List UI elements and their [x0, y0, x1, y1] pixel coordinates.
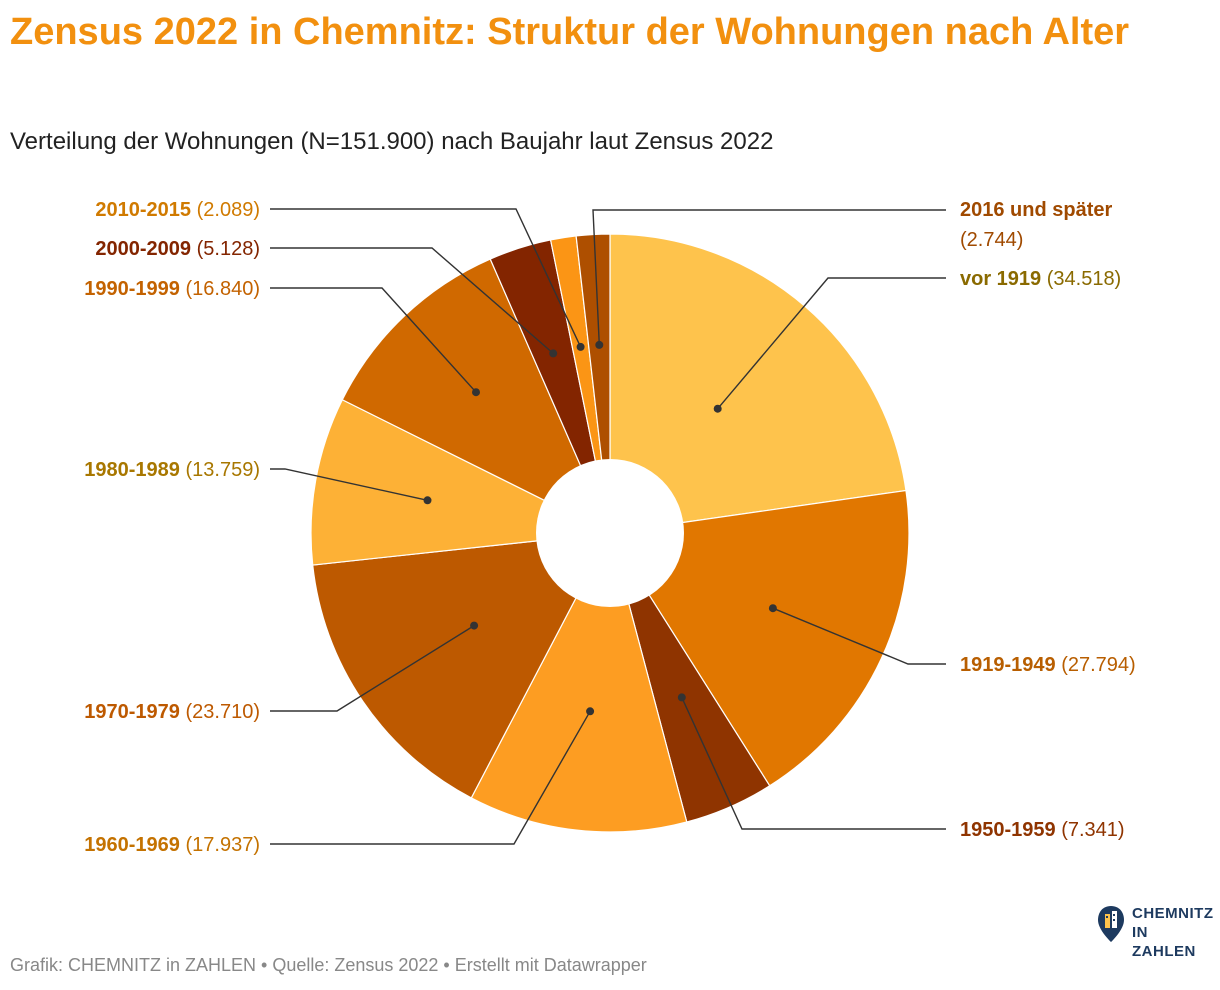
leader-dot-2016-und-sp-ter	[595, 340, 604, 349]
leader-dot-1990-1999	[472, 388, 480, 397]
brand-logo: CHEMNITZ IN ZAHLEN	[1096, 904, 1216, 960]
logo-line-1: CHEMNITZ	[1132, 905, 1214, 922]
leader-dot-vor-1919	[713, 404, 722, 413]
slice-1919-1949[interactable]	[608, 489, 910, 787]
label-category: vor 1919	[960, 268, 1041, 290]
label-value: (34.518)	[1041, 268, 1121, 290]
label-category: 1970-1979	[84, 701, 180, 723]
label-category: 1919-1949	[960, 654, 1056, 676]
leader-dot-2010-2015	[576, 342, 585, 351]
slice-2016-und-sp-ter[interactable]	[575, 233, 611, 534]
label-1960-1969: 1960-1969 (17.937)	[84, 834, 260, 856]
label-value: (2.089)	[191, 199, 260, 221]
leader-dot-1980-1989	[423, 496, 432, 505]
leader-line-vor-1919	[717, 277, 946, 410]
leader-dot-1950-1959	[677, 693, 686, 702]
leader-line-1919-1949	[772, 607, 946, 665]
label-1919-1949: 1919-1949 (27.794)	[960, 654, 1136, 676]
leader-dot-1960-1969	[586, 707, 595, 716]
source-footer: Grafik: CHEMNITZ in ZAHLEN • Quelle: Zen…	[10, 955, 647, 975]
label-value: (5.128)	[191, 238, 260, 260]
label-value: (17.937)	[180, 834, 260, 856]
label-category: 2016 und später	[960, 199, 1113, 221]
label-category: 2010-2015	[95, 199, 191, 221]
leader-line-2016-und-sp-ter	[592, 209, 946, 345]
chart-title: Zensus 2022 in Chemnitz: Struktur der Wo…	[10, 11, 1130, 53]
label-category: 2000-2009	[95, 238, 191, 260]
label-1980-1989: 1980-1989 (13.759)	[84, 459, 260, 481]
label-value: (23.710)	[180, 701, 260, 723]
label-category: 1950-1959	[960, 819, 1056, 841]
slice-1960-1969[interactable]	[470, 531, 688, 833]
logo-line-2: IN ZAHLEN	[1132, 924, 1196, 960]
label-1990-1999: 1990-1999 (16.840)	[84, 278, 260, 300]
leader-line-1970-1979	[270, 625, 475, 712]
leader-line-1960-1969	[270, 710, 591, 845]
leader-dot-2000-2009	[549, 349, 558, 358]
leader-dot-1970-1979	[470, 621, 479, 630]
building-pin-icon	[1098, 906, 1124, 942]
label-1970-1979: 1970-1979 (23.710)	[84, 701, 260, 723]
slice-1980-1989[interactable]	[310, 398, 613, 566]
leader-dot-1919-1949	[768, 604, 777, 613]
label-category: 1980-1989	[84, 459, 180, 481]
leader-line-1980-1989	[270, 468, 428, 501]
slice-1970-1979[interactable]	[312, 532, 612, 799]
label-2010-2015: 2010-2015 (2.089)	[95, 199, 260, 221]
leader-line-2000-2009	[270, 247, 554, 354]
label-value: (2.744)	[960, 229, 1023, 251]
leader-line-1950-1959	[681, 697, 946, 830]
label-value: (7.341)	[1056, 819, 1125, 841]
label-value: (27.794)	[1056, 654, 1136, 676]
label-category: 1960-1969	[84, 834, 180, 856]
donut-hole	[536, 459, 684, 607]
label-2000-2009: 2000-2009 (5.128)	[95, 238, 260, 260]
leader-line-2010-2015	[270, 208, 582, 348]
label-1950-1959: 1950-1959 (7.341)	[960, 819, 1125, 841]
label-category: 1990-1999	[84, 278, 180, 300]
label-value: (16.840)	[180, 278, 260, 300]
leader-line-1990-1999	[270, 287, 477, 393]
chart-subtitle: Verteilung der Wohnungen (N=151.900) nac…	[10, 128, 774, 155]
label-vor-1919: vor 1919 (34.518)	[960, 268, 1121, 290]
label-2016-und-sp-ter: 2016 und später (2.744)	[960, 199, 1113, 251]
label-value: (13.759)	[180, 459, 260, 481]
slice-vor-1919[interactable]	[609, 233, 907, 534]
